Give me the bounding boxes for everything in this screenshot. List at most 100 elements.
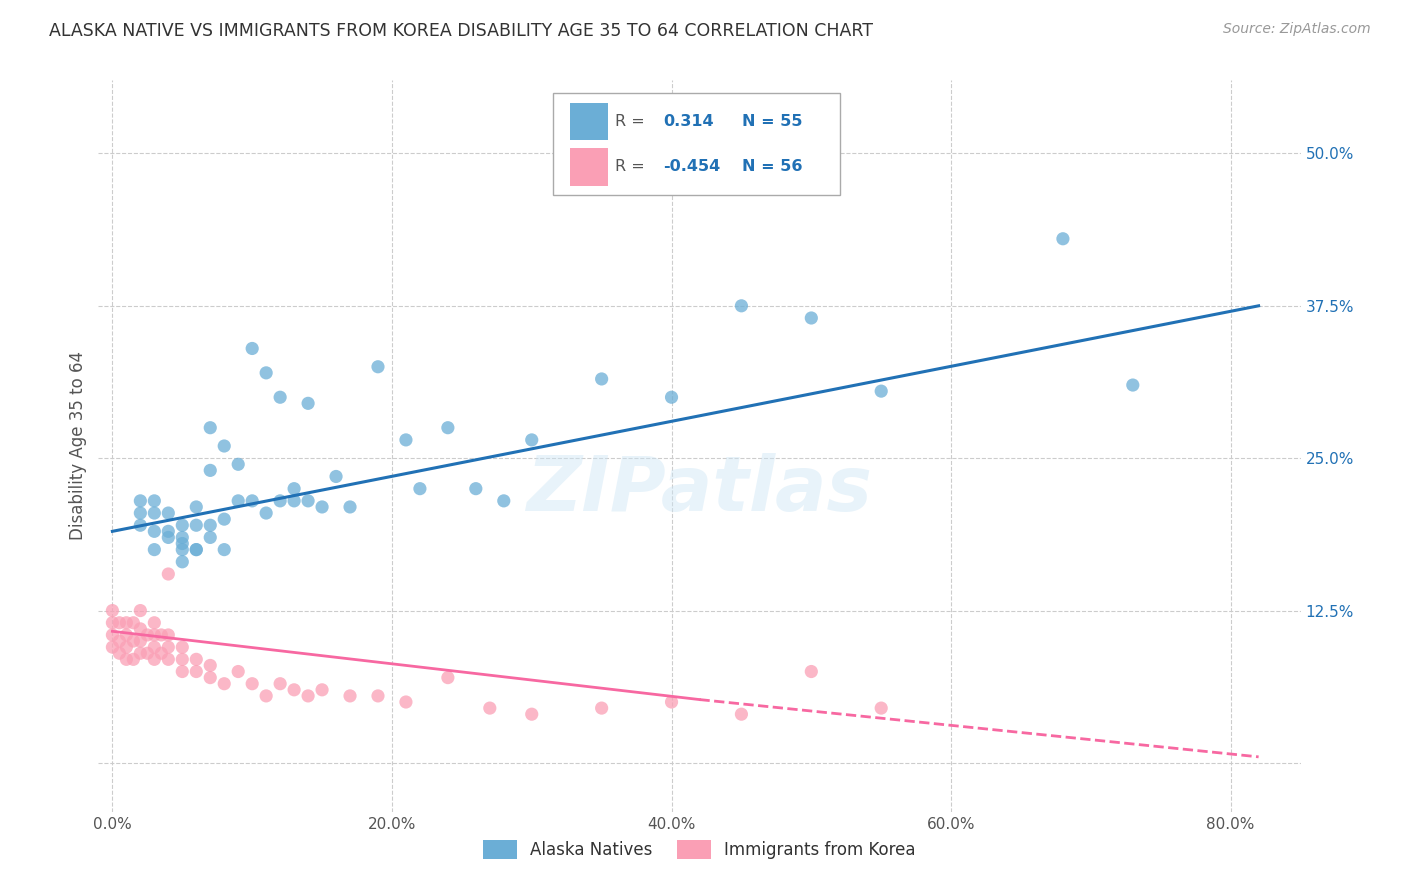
Point	[283, 682, 305, 697]
Point	[212, 676, 235, 690]
Point	[186, 665, 208, 679]
Point	[311, 682, 333, 697]
Point	[143, 542, 166, 557]
Point	[492, 494, 515, 508]
Point	[200, 658, 222, 673]
Point	[108, 615, 131, 630]
Point	[730, 299, 752, 313]
Point	[591, 701, 613, 715]
Point	[661, 695, 683, 709]
Point	[172, 555, 194, 569]
Point	[395, 695, 418, 709]
Point	[1122, 378, 1144, 392]
Point	[122, 652, 145, 666]
Point	[212, 542, 235, 557]
Text: ALASKA NATIVE VS IMMIGRANTS FROM KOREA DISABILITY AGE 35 TO 64 CORRELATION CHART: ALASKA NATIVE VS IMMIGRANTS FROM KOREA D…	[49, 22, 873, 40]
Point	[136, 628, 159, 642]
Point	[200, 421, 222, 435]
Point	[186, 542, 208, 557]
Point	[800, 311, 823, 326]
Point	[520, 707, 543, 722]
Point	[339, 500, 361, 514]
FancyBboxPatch shape	[553, 94, 841, 195]
Point	[212, 439, 235, 453]
Text: 0.314: 0.314	[664, 114, 714, 129]
FancyBboxPatch shape	[569, 103, 609, 140]
Point	[226, 458, 249, 472]
Point	[226, 665, 249, 679]
Point	[520, 433, 543, 447]
Point	[143, 652, 166, 666]
Point	[101, 628, 124, 642]
Point	[115, 652, 138, 666]
Text: Source: ZipAtlas.com: Source: ZipAtlas.com	[1223, 22, 1371, 37]
Point	[240, 342, 263, 356]
Point	[143, 524, 166, 539]
Point	[143, 506, 166, 520]
Point	[730, 707, 752, 722]
Text: -0.454: -0.454	[664, 160, 721, 175]
Point	[297, 689, 319, 703]
Text: ZIPatlas: ZIPatlas	[526, 453, 873, 527]
Point	[269, 494, 291, 508]
Point	[254, 689, 277, 703]
Point	[367, 359, 389, 374]
Point	[591, 372, 613, 386]
Point	[254, 366, 277, 380]
Point	[254, 506, 277, 520]
Point	[129, 604, 152, 618]
Point	[122, 615, 145, 630]
Point	[172, 536, 194, 550]
Point	[283, 494, 305, 508]
Point	[240, 676, 263, 690]
Point	[172, 518, 194, 533]
Text: N = 55: N = 55	[741, 114, 801, 129]
Point	[108, 634, 131, 648]
Point	[150, 646, 173, 660]
Point	[437, 671, 460, 685]
Point	[339, 689, 361, 703]
Point	[325, 469, 347, 483]
Point	[200, 518, 222, 533]
Point	[870, 384, 893, 399]
Point	[186, 542, 208, 557]
FancyBboxPatch shape	[569, 148, 609, 186]
Point	[129, 646, 152, 660]
Point	[129, 518, 152, 533]
Point	[186, 652, 208, 666]
Point	[240, 494, 263, 508]
Point	[409, 482, 432, 496]
Point	[101, 604, 124, 618]
Point	[1052, 232, 1074, 246]
Point	[437, 421, 460, 435]
Point	[136, 646, 159, 660]
Y-axis label: Disability Age 35 to 64: Disability Age 35 to 64	[69, 351, 87, 541]
Point	[311, 500, 333, 514]
Point	[172, 542, 194, 557]
Point	[172, 652, 194, 666]
Point	[297, 494, 319, 508]
Point	[172, 530, 194, 544]
Point	[157, 628, 180, 642]
Point	[129, 494, 152, 508]
Point	[464, 482, 486, 496]
Text: R =: R =	[616, 160, 645, 175]
Point	[172, 665, 194, 679]
Point	[157, 652, 180, 666]
Point	[870, 701, 893, 715]
Point	[395, 433, 418, 447]
Text: R =: R =	[616, 114, 645, 129]
Point	[101, 615, 124, 630]
Point	[200, 530, 222, 544]
Point	[186, 500, 208, 514]
Point	[283, 482, 305, 496]
Point	[661, 390, 683, 404]
Point	[143, 494, 166, 508]
Point	[143, 628, 166, 642]
Point	[157, 567, 180, 582]
Point	[269, 390, 291, 404]
Point	[115, 640, 138, 655]
Point	[800, 665, 823, 679]
Point	[157, 640, 180, 655]
Point	[129, 506, 152, 520]
